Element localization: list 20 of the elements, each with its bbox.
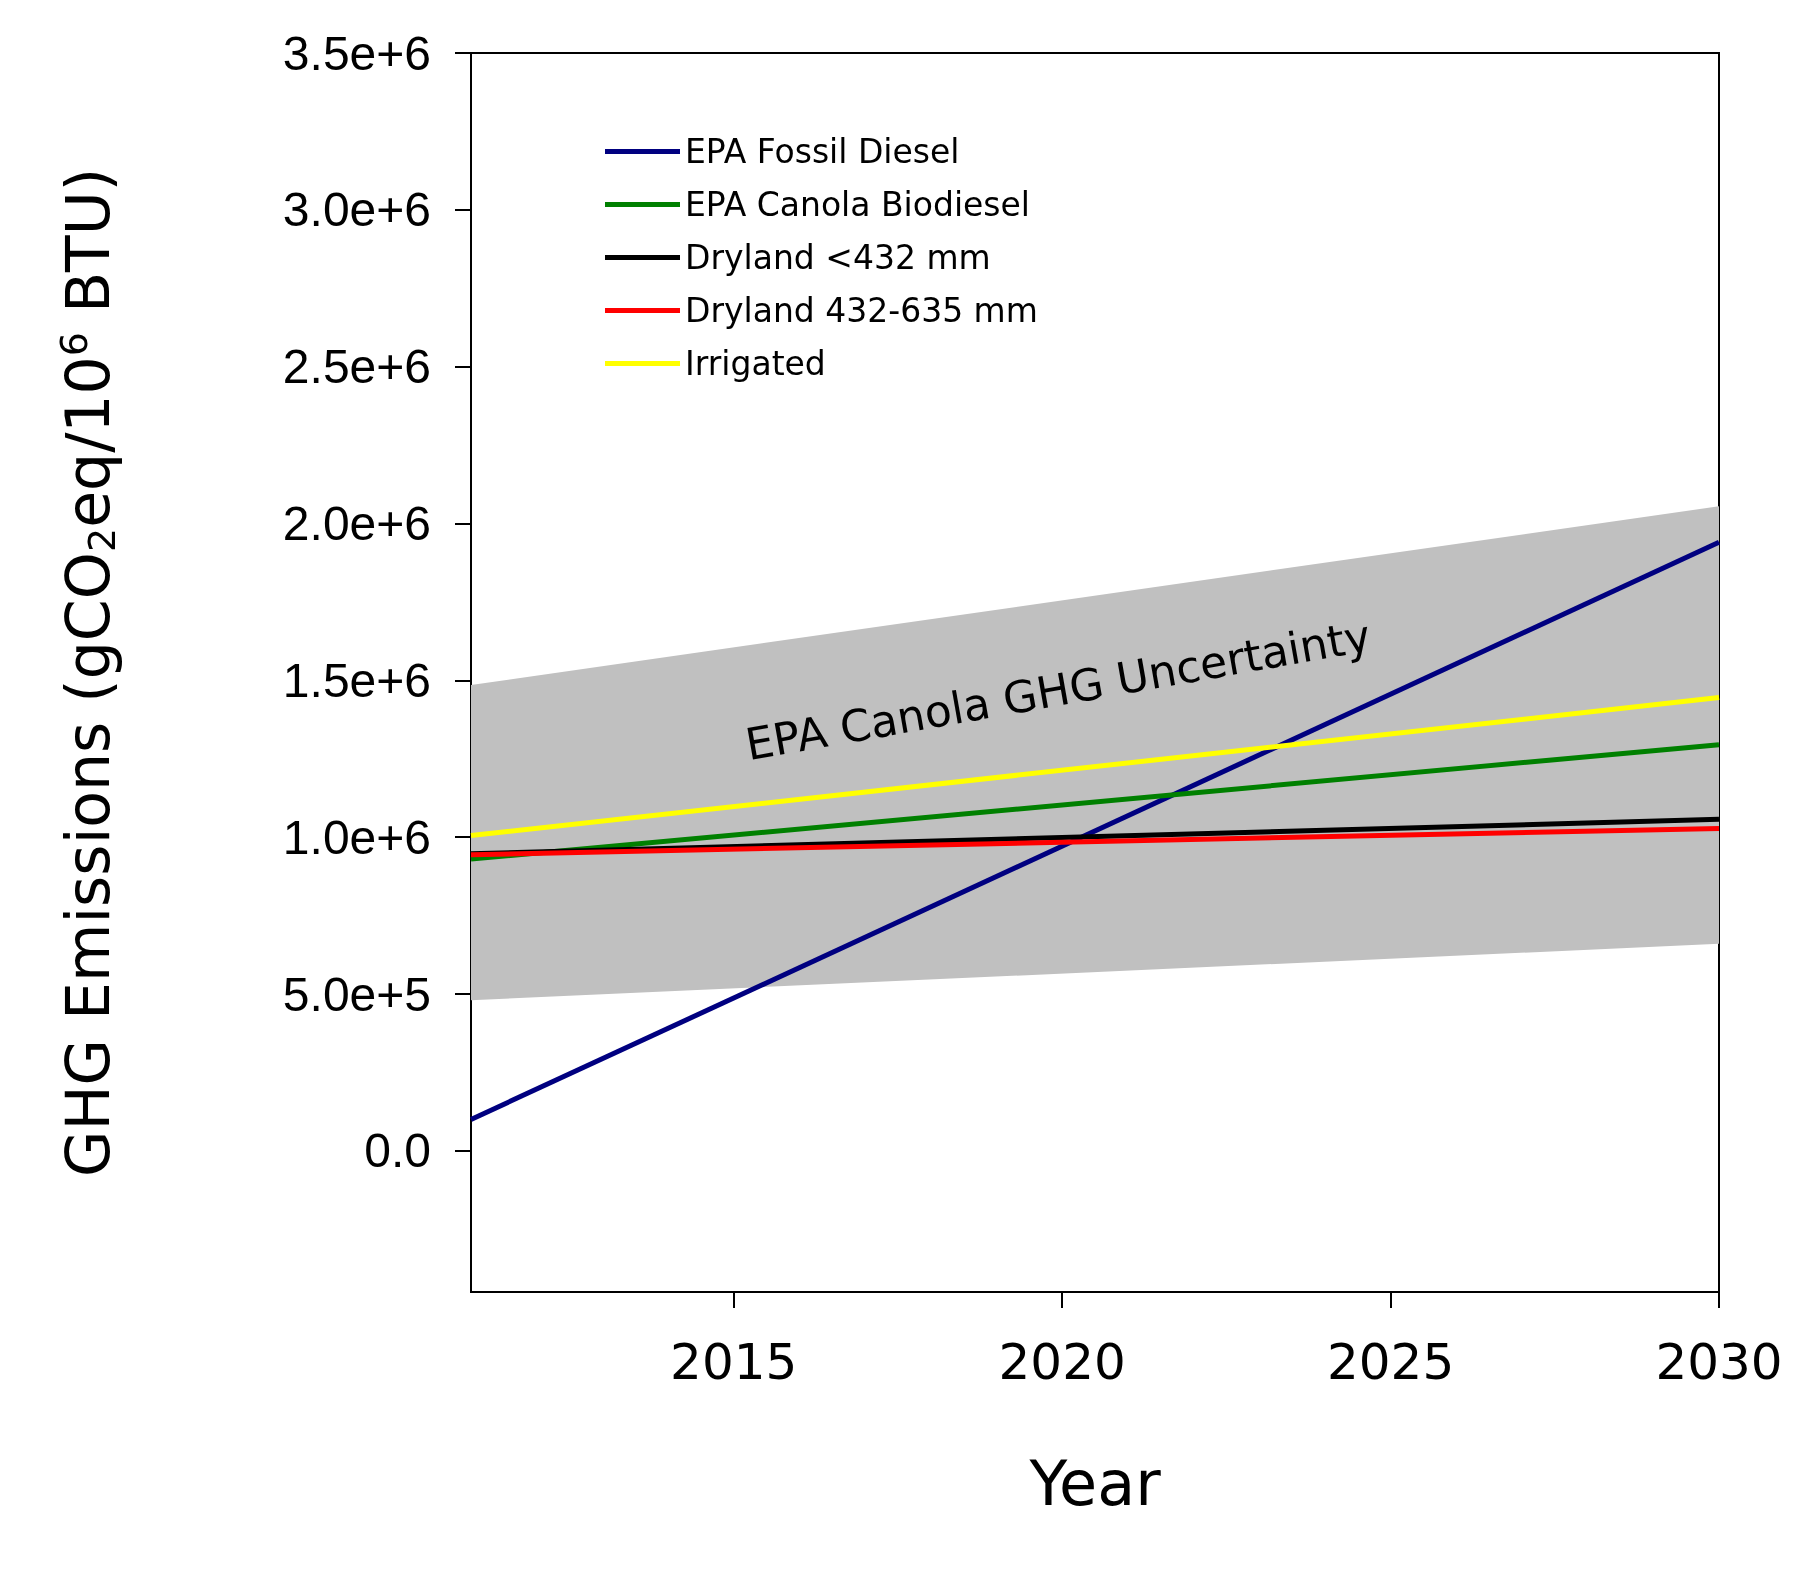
x-axis-title: Year [1028,1446,1162,1520]
y-tick-label: 2.0e+6 [282,497,431,551]
y-tick-label: 1.5e+6 [282,653,431,707]
y-tick-label: 5.0e+5 [282,967,431,1021]
x-tick-label: 2025 [1326,1333,1455,1391]
y-tick-label: 3.0e+6 [282,183,431,237]
y-tick-label: 3.5e+6 [282,26,431,80]
y-tick-label: 2.5e+6 [282,340,431,394]
legend-label: EPA Canola Biodiesel [685,185,1031,224]
y-axis-title: GHG Emissions (gCO2eq/106 BTU) [52,167,124,1178]
x-tick-label: 2015 [670,1333,798,1391]
annotation: EPA Canola GHG Uncertainty [741,609,1375,771]
legend-label: Dryland 432-635 mm [685,291,1038,330]
x-tick-label: 2020 [998,1333,1126,1391]
x-tick-label: 2030 [1655,1333,1783,1391]
legend-label: Irrigated [685,344,826,383]
legend-label: Dryland <432 mm [685,238,991,277]
legend-label: EPA Fossil Diesel [685,132,960,171]
y-tick-label: 0.0 [364,1124,431,1178]
y-tick-label: 1.0e+6 [282,810,431,864]
